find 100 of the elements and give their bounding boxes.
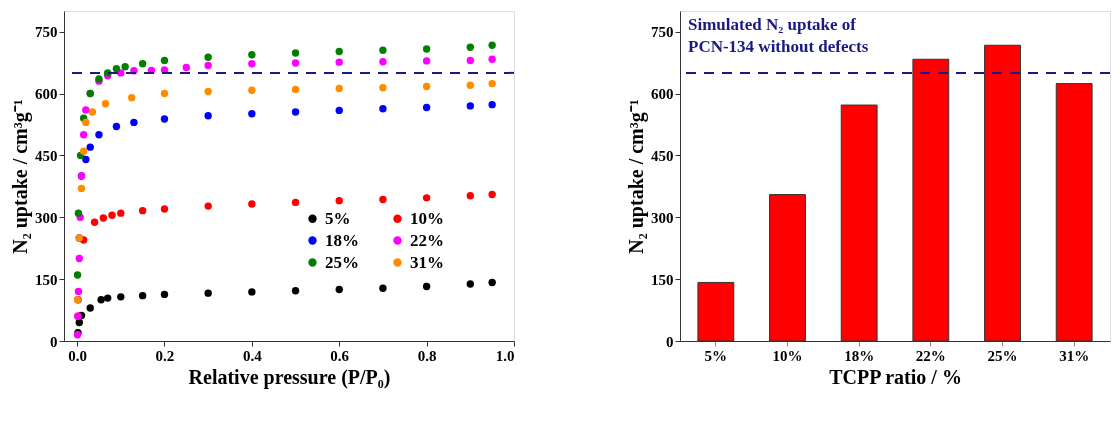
point [248,86,256,94]
point [291,198,300,207]
point [422,45,431,53]
point [488,190,496,199]
point [117,293,125,301]
x-tick-label: 0.8 [417,347,437,364]
point [73,271,82,279]
y-tick-label: 750 [651,24,674,41]
point [488,79,496,88]
legend-label: 22% [410,230,444,250]
point [90,218,99,226]
y-tick-label: 150 [35,271,58,288]
point [74,287,83,296]
point [130,118,138,127]
point [75,318,83,327]
point [160,56,169,65]
point [248,60,256,68]
point [466,102,475,110]
point [182,63,191,72]
x-tick-label: 31% [1059,347,1090,364]
legend-label: 18% [325,230,359,250]
point [138,291,147,300]
y-tick-label: 600 [35,86,58,102]
point [204,202,212,210]
point [160,205,169,213]
point [291,108,300,116]
x-tick-label: 0.4 [242,347,263,364]
point [422,282,431,291]
y-axis-title: N₂ uptake / cm³g⁻¹ [625,99,648,254]
point [112,122,121,131]
point [204,87,212,96]
y-tick-label: 600 [651,86,674,102]
point [74,209,83,217]
x-tick-label: 25% [987,347,1018,364]
point [112,65,121,73]
x-tick-label: 10% [772,347,803,364]
point [335,47,343,56]
y-tick-label: 0 [50,333,58,350]
point [248,51,256,59]
x-tick-label: 1.0 [495,347,515,364]
point [488,100,496,109]
y-tick-label: 450 [651,147,674,164]
x-axis-title: TCPP ratio / % [829,365,962,388]
point [379,58,387,66]
point [466,192,475,200]
x-tick-label: 0.2 [155,347,175,364]
point [248,288,256,296]
point [488,55,496,63]
point [466,81,475,89]
point [101,100,110,108]
y-tick-label: 0 [666,333,674,350]
x-tick-label: 22% [915,347,946,364]
point [379,105,387,113]
point [160,290,169,299]
point [422,194,431,202]
y-tick-label: 750 [35,24,58,41]
y-tick-label: 150 [651,271,674,288]
point [160,89,169,98]
point [291,286,300,295]
point [335,285,343,294]
y-tick-label: 300 [651,209,674,226]
point [117,209,125,217]
point [128,93,136,102]
point [79,131,88,139]
ref-line-label: Simulated N₂ uptake of PCN-134 without defects [688,15,869,56]
point [204,112,212,120]
x-axis-title: Relative pressure (P/P₀) [188,365,391,389]
point [99,214,108,222]
point [422,103,431,112]
point [379,46,387,54]
point [97,296,105,304]
point [121,62,129,71]
point [138,60,147,68]
point [160,115,169,123]
legend-label: 31% [410,252,444,272]
y-axis-title: N₂ uptake / cm³g⁻¹ [9,99,32,254]
legend-label: 10% [410,208,444,228]
point [95,131,103,139]
y-tick-label: 300 [35,209,58,226]
x-tick-label: 5% [704,347,728,364]
point [422,57,431,65]
point [335,106,343,115]
point [335,197,343,205]
point [77,184,86,193]
point [138,206,147,215]
point [466,280,475,288]
point [88,108,97,116]
point [335,84,343,93]
point [379,195,387,204]
point [82,118,90,127]
x-tick-label: 0.6 [330,347,350,364]
point [82,106,90,114]
legend-label: 5% [325,208,351,228]
point [335,58,343,66]
point [466,56,475,65]
point [248,110,256,118]
point [466,43,475,51]
point [488,278,496,287]
point [291,85,300,94]
point [204,61,212,70]
